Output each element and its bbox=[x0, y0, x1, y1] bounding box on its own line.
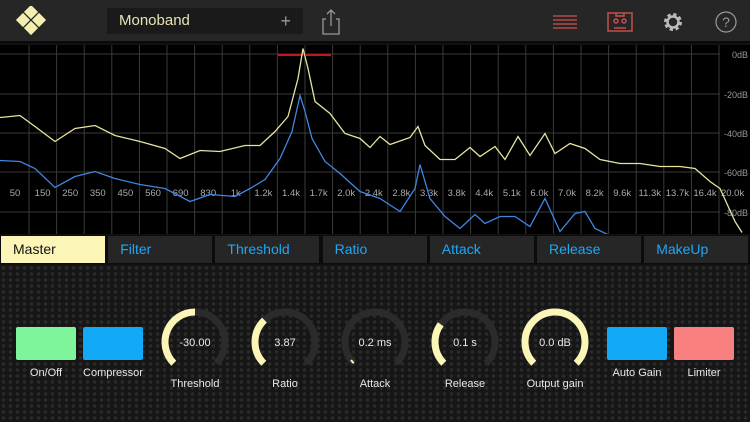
freq-label: 20.0k bbox=[721, 188, 744, 199]
freq-label: 2.8k bbox=[392, 188, 410, 199]
knob-fill bbox=[431, 322, 447, 366]
preset-name: Monoband bbox=[119, 12, 190, 29]
freq-label: 5.1k bbox=[503, 188, 521, 199]
onoff-label: On/Off bbox=[29, 367, 63, 379]
knob-attack[interactable]: 0.2 ms bbox=[340, 307, 410, 377]
freq-label: 560 bbox=[145, 188, 161, 199]
input-spectrum-line bbox=[0, 48, 743, 233]
freq-label: 7.0k bbox=[558, 188, 576, 199]
freq-label: 450 bbox=[117, 188, 133, 199]
knob-label: Ratio bbox=[272, 378, 298, 390]
freq-label: 8.2k bbox=[586, 188, 604, 199]
freq-label: 1.4k bbox=[282, 188, 300, 199]
knob-fill bbox=[251, 317, 268, 366]
freq-label: 6.0k bbox=[530, 188, 548, 199]
freq-label: 13.7k bbox=[666, 188, 689, 199]
spectrum-graph: 0dB -20dB -40dB -60dB -80dB 50 150 250 350 450 560… bbox=[0, 45, 748, 237]
tab-bar: Master Filter Threshold Ratio Attack Release M… bbox=[0, 235, 750, 264]
tab-attack[interactable]: Attack bbox=[429, 236, 534, 263]
freq-label: 1.7k bbox=[310, 188, 328, 199]
freq-label: 690 bbox=[173, 188, 189, 199]
freq-label: 9.6k bbox=[613, 188, 631, 199]
freq-label: 16.4k bbox=[693, 188, 716, 199]
knob-fill bbox=[161, 308, 196, 366]
limiter-button[interactable] bbox=[674, 327, 734, 360]
add-preset-button[interactable]: + bbox=[280, 11, 291, 31]
knob-label: Attack bbox=[359, 378, 391, 390]
freq-label: 2.0k bbox=[337, 188, 355, 199]
onoff-button[interactable] bbox=[16, 327, 76, 360]
freq-label: 1.2k bbox=[254, 188, 272, 199]
auto-gain-button[interactable] bbox=[607, 327, 667, 360]
logo-diamonds-icon[interactable] bbox=[12, 6, 52, 38]
limiter-label: Limiter bbox=[687, 367, 721, 379]
freq-label: 50 bbox=[10, 188, 21, 199]
knob-value: 0.2 ms bbox=[358, 337, 392, 349]
db-label: -60dB bbox=[724, 168, 748, 178]
db-label: -80dB bbox=[724, 208, 748, 218]
output-spectrum-line bbox=[0, 92, 611, 237]
tab-release[interactable]: Release bbox=[537, 236, 641, 263]
knob-value: 3.87 bbox=[274, 337, 296, 349]
compressor-label: Compressor bbox=[83, 367, 143, 379]
db-label: -20dB bbox=[724, 90, 748, 100]
compressor-button[interactable] bbox=[83, 327, 143, 360]
auto-gain-label: Auto Gain bbox=[612, 367, 662, 379]
knob-label: Output gain bbox=[526, 378, 584, 390]
freq-label: 1k bbox=[231, 188, 241, 199]
freq-label: 150 bbox=[35, 188, 51, 199]
clip-indicator bbox=[278, 54, 303, 56]
db-label: -40dB bbox=[724, 129, 748, 139]
freq-label: 830 bbox=[200, 188, 216, 199]
clip-indicator bbox=[306, 54, 331, 56]
tab-makeup[interactable]: MakeUp bbox=[644, 236, 749, 263]
knob-fill bbox=[521, 308, 589, 366]
share-icon[interactable] bbox=[317, 8, 345, 36]
knob-fill bbox=[350, 359, 355, 364]
knob-track bbox=[341, 308, 409, 366]
knob-threshold[interactable]: -30.00 bbox=[160, 307, 230, 377]
spectrum-analyzer[interactable]: 0dB -20dB -40dB -60dB -80dB 50 150 250 350 450 560… bbox=[0, 45, 750, 237]
cassette-icon[interactable] bbox=[606, 8, 634, 36]
knob-label: Release bbox=[444, 378, 486, 390]
freq-label: 250 bbox=[62, 188, 78, 199]
svg-text:?: ? bbox=[722, 14, 730, 30]
tab-master[interactable]: Master bbox=[1, 236, 105, 263]
freq-label: 4.4k bbox=[475, 188, 493, 199]
freq-label: 3.8k bbox=[448, 188, 466, 199]
freq-label: 11.3k bbox=[639, 188, 662, 199]
tab-ratio[interactable]: Ratio bbox=[322, 236, 427, 263]
knob-output-gain[interactable]: 0.0 dB bbox=[520, 307, 590, 377]
knob-ratio[interactable]: 3.87 bbox=[250, 307, 320, 377]
tab-filter[interactable]: Filter bbox=[108, 236, 213, 263]
knob-value: -30.00 bbox=[179, 337, 211, 349]
help-icon[interactable]: ? bbox=[712, 8, 740, 36]
knob-label: Threshold bbox=[170, 378, 220, 390]
control-panel: On/Off Compressor Auto Gain Limiter -30.… bbox=[0, 265, 750, 422]
db-label: 0dB bbox=[732, 50, 748, 60]
knob-value: 0.1 s bbox=[453, 337, 477, 349]
knob-value: 0.0 dB bbox=[539, 337, 571, 349]
knob-release[interactable]: 0.1 s bbox=[430, 307, 500, 377]
freq-label: 350 bbox=[90, 188, 106, 199]
tab-threshold[interactable]: Threshold bbox=[215, 236, 320, 263]
freq-label: 2.4k bbox=[365, 188, 383, 199]
top-bar: Monoband + ? bbox=[0, 0, 750, 43]
preset-selector[interactable]: Monoband + bbox=[107, 8, 303, 34]
gear-icon[interactable] bbox=[659, 8, 687, 36]
menu-lines-icon[interactable] bbox=[551, 8, 579, 36]
